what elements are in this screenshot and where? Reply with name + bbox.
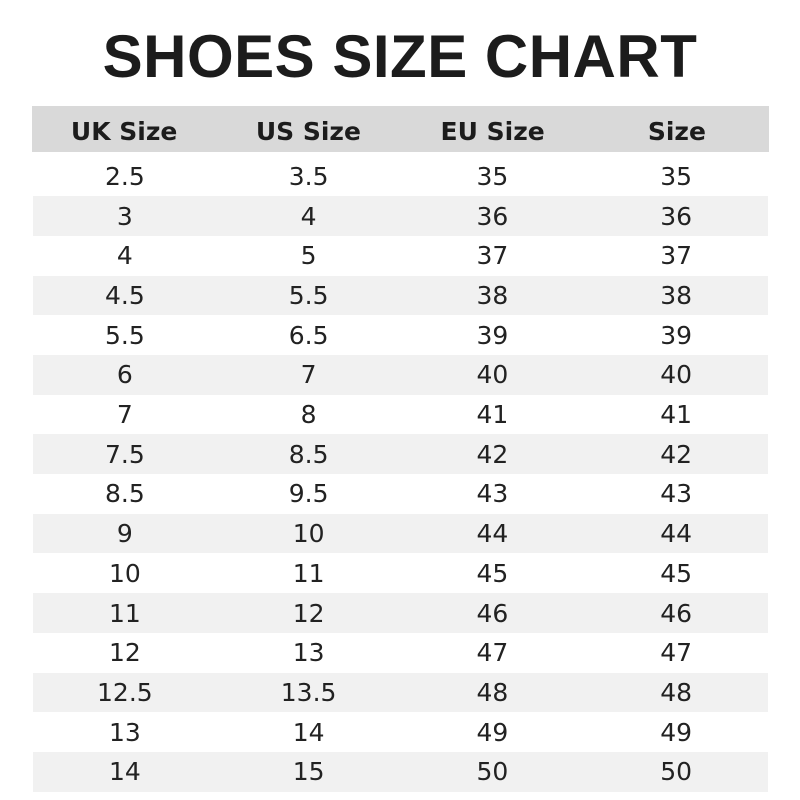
table-row: 4.5 5.5 38 38 bbox=[33, 275, 768, 316]
table-row: 10 11 45 45 bbox=[33, 553, 768, 593]
table-row: 11 12 46 46 bbox=[33, 593, 768, 633]
table-cell: 37 bbox=[476, 241, 509, 271]
table-cell: 4 bbox=[300, 201, 317, 231]
column-header: EU Size bbox=[440, 117, 545, 146]
table-cell: 47 bbox=[660, 638, 693, 668]
table-cell: 36 bbox=[660, 201, 693, 231]
table-cell: 13 bbox=[292, 638, 325, 668]
table-cell: 35 bbox=[660, 161, 693, 191]
table-body: 2.5 3.5 35 35 3 4 36 36 4 5 37 37 4.5 5.5 38 38 5.5 6.5 39… bbox=[33, 152, 768, 792]
column-header: Size bbox=[647, 117, 706, 146]
table-header: UK Size US Size EU Size Size bbox=[32, 106, 769, 152]
table-cell: 12 bbox=[292, 598, 325, 628]
table-cell: 48 bbox=[660, 677, 693, 707]
column-header: UK Size bbox=[70, 117, 178, 146]
table-cell: 36 bbox=[476, 201, 509, 231]
table-cell: 38 bbox=[660, 281, 693, 311]
table-cell: 41 bbox=[660, 400, 693, 430]
table-cell: 4.5 bbox=[104, 281, 145, 311]
table-cell: 45 bbox=[660, 558, 693, 588]
table-cell: 37 bbox=[660, 241, 693, 271]
table-cell: 6.5 bbox=[288, 320, 329, 350]
table-row: 7 8 41 41 bbox=[33, 395, 768, 435]
table-cell: 4 bbox=[116, 241, 133, 271]
table-row: 3 4 36 36 bbox=[33, 196, 768, 236]
table-cell: 50 bbox=[660, 757, 693, 787]
table-cell: 8.5 bbox=[104, 479, 145, 509]
table-cell: 50 bbox=[476, 757, 509, 787]
table-row: 14 15 50 50 bbox=[33, 751, 768, 792]
table-cell: 12 bbox=[108, 638, 141, 668]
table-cell: 14 bbox=[108, 757, 141, 787]
table-cell: 46 bbox=[476, 598, 509, 628]
table-cell: 2.5 bbox=[104, 161, 145, 191]
table-cell: 10 bbox=[292, 519, 325, 549]
chart-title: SHOES SIZE CHART bbox=[102, 23, 698, 90]
table-row: 8.5 9.5 43 43 bbox=[33, 474, 768, 514]
table-cell: 10 bbox=[108, 558, 141, 588]
table-cell: 39 bbox=[476, 320, 509, 350]
table-cell: 38 bbox=[476, 281, 509, 311]
table-cell: 12.5 bbox=[97, 677, 153, 707]
table-row: 2.5 3.5 35 35 bbox=[33, 152, 768, 196]
table-cell: 49 bbox=[660, 717, 693, 747]
table-cell: 43 bbox=[660, 479, 693, 509]
table-row: 12 13 47 47 bbox=[33, 633, 768, 673]
table-cell: 13.5 bbox=[280, 677, 337, 707]
table-cell: 40 bbox=[476, 360, 509, 390]
table-cell: 11 bbox=[108, 598, 141, 628]
table-cell: 44 bbox=[660, 519, 693, 549]
table-cell: 13 bbox=[108, 717, 141, 747]
table-cell: 46 bbox=[660, 598, 693, 628]
table-row: 6 7 40 40 bbox=[33, 355, 768, 395]
table-cell: 8 bbox=[300, 400, 317, 430]
table-cell: 9 bbox=[116, 519, 133, 549]
table-cell: 6 bbox=[116, 360, 133, 390]
table-cell: 47 bbox=[476, 638, 509, 668]
table-row: 7.5 8.5 42 42 bbox=[33, 434, 768, 475]
table-cell: 5.5 bbox=[288, 281, 329, 311]
table-row: 9 10 44 44 bbox=[33, 513, 768, 554]
table-row: 12.5 13.5 48 48 bbox=[33, 672, 768, 713]
table-cell: 3.5 bbox=[288, 161, 329, 191]
table-cell: 8.5 bbox=[288, 439, 329, 469]
table-cell: 42 bbox=[660, 439, 693, 469]
table-cell: 5.5 bbox=[104, 320, 145, 350]
table-cell: 3 bbox=[116, 201, 133, 231]
table-cell: 11 bbox=[292, 558, 325, 588]
table-cell: 15 bbox=[292, 757, 325, 787]
table-cell: 45 bbox=[476, 558, 509, 588]
table-cell: 7 bbox=[116, 400, 133, 430]
table-cell: 9.5 bbox=[288, 479, 329, 509]
table-cell: 7 bbox=[300, 360, 317, 390]
table-cell: 7.5 bbox=[104, 439, 145, 469]
table-cell: 42 bbox=[476, 439, 509, 469]
table-cell: 44 bbox=[476, 519, 509, 549]
table-cell: 48 bbox=[476, 677, 509, 707]
table-cell: 5 bbox=[300, 241, 317, 271]
table-cell: 43 bbox=[476, 479, 509, 509]
table-cell: 41 bbox=[476, 400, 509, 430]
table-cell: 39 bbox=[660, 320, 693, 350]
table-cell: 49 bbox=[476, 717, 509, 747]
table-cell: 14 bbox=[292, 717, 325, 747]
table-cell: 35 bbox=[476, 161, 509, 191]
table-row: 13 14 49 49 bbox=[33, 712, 768, 752]
table-row: 4 5 37 37 bbox=[33, 236, 768, 276]
column-header: US Size bbox=[255, 117, 361, 146]
table-cell: 40 bbox=[660, 360, 693, 390]
table-row: 5.5 6.5 39 39 bbox=[33, 315, 768, 355]
